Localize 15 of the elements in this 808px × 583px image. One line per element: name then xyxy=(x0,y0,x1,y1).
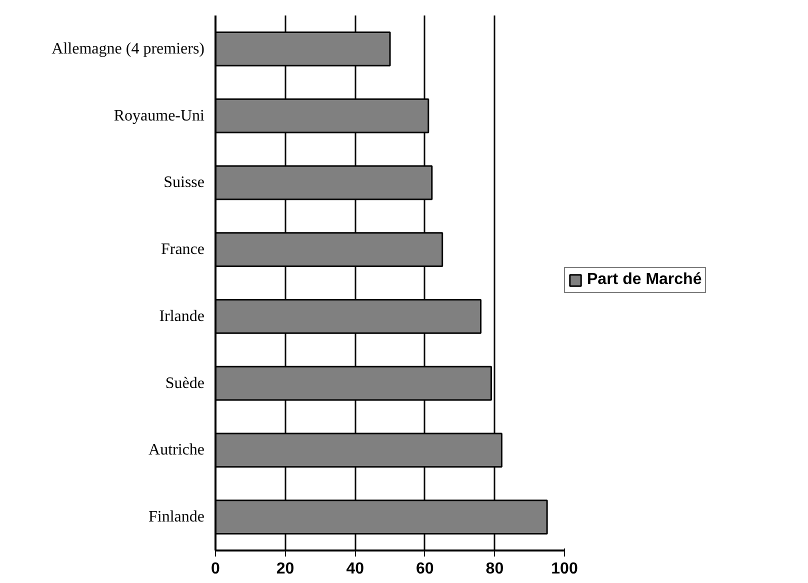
y-tick-label: Irlande xyxy=(159,308,205,325)
y-tick-label: Royaume-Uni xyxy=(114,107,206,124)
legend-label: Part de Marché xyxy=(587,271,702,289)
x-tick-label: 100 xyxy=(551,560,578,578)
x-tick-label: 40 xyxy=(346,560,364,578)
y-tick-label: Suède xyxy=(165,374,205,392)
y-tick-label: Finlande xyxy=(148,508,205,526)
x-tick-label: 20 xyxy=(276,560,294,578)
x-tick-label: 0 xyxy=(211,560,220,578)
y-tick-label: France xyxy=(160,241,204,258)
y-tick-label: Suisse xyxy=(164,174,205,192)
x-tick-label: 60 xyxy=(416,560,434,578)
x-tick-label: 80 xyxy=(486,560,504,578)
y-tick-label: Autriche xyxy=(148,442,205,459)
y-tick-label: Allemagne (4 premiers) xyxy=(52,40,204,58)
